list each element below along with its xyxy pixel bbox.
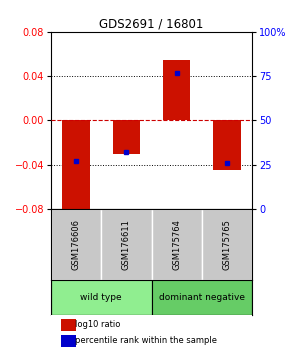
Text: GSM175764: GSM175764 [172,219,181,270]
Text: wild type: wild type [80,293,122,302]
Bar [213,120,241,170]
Text: log10 ratio: log10 ratio [75,320,121,329]
Text: GSM175765: GSM175765 [222,219,231,270]
Text: dominant negative: dominant negative [159,293,245,302]
Bar [152,280,252,315]
Bar [163,59,190,120]
Bar [62,120,90,211]
Title: GDS2691 / 16801: GDS2691 / 16801 [99,18,204,31]
Bar [112,120,140,154]
Bar [61,335,76,347]
Bar [51,280,152,315]
Bar [101,209,152,280]
Text: GSM176606: GSM176606 [72,219,81,270]
Text: percentile rank within the sample: percentile rank within the sample [75,336,217,345]
Bar [61,319,76,331]
Text: GSM176611: GSM176611 [122,219,131,270]
Bar [51,209,101,280]
Bar [152,209,202,280]
Bar [202,209,252,280]
